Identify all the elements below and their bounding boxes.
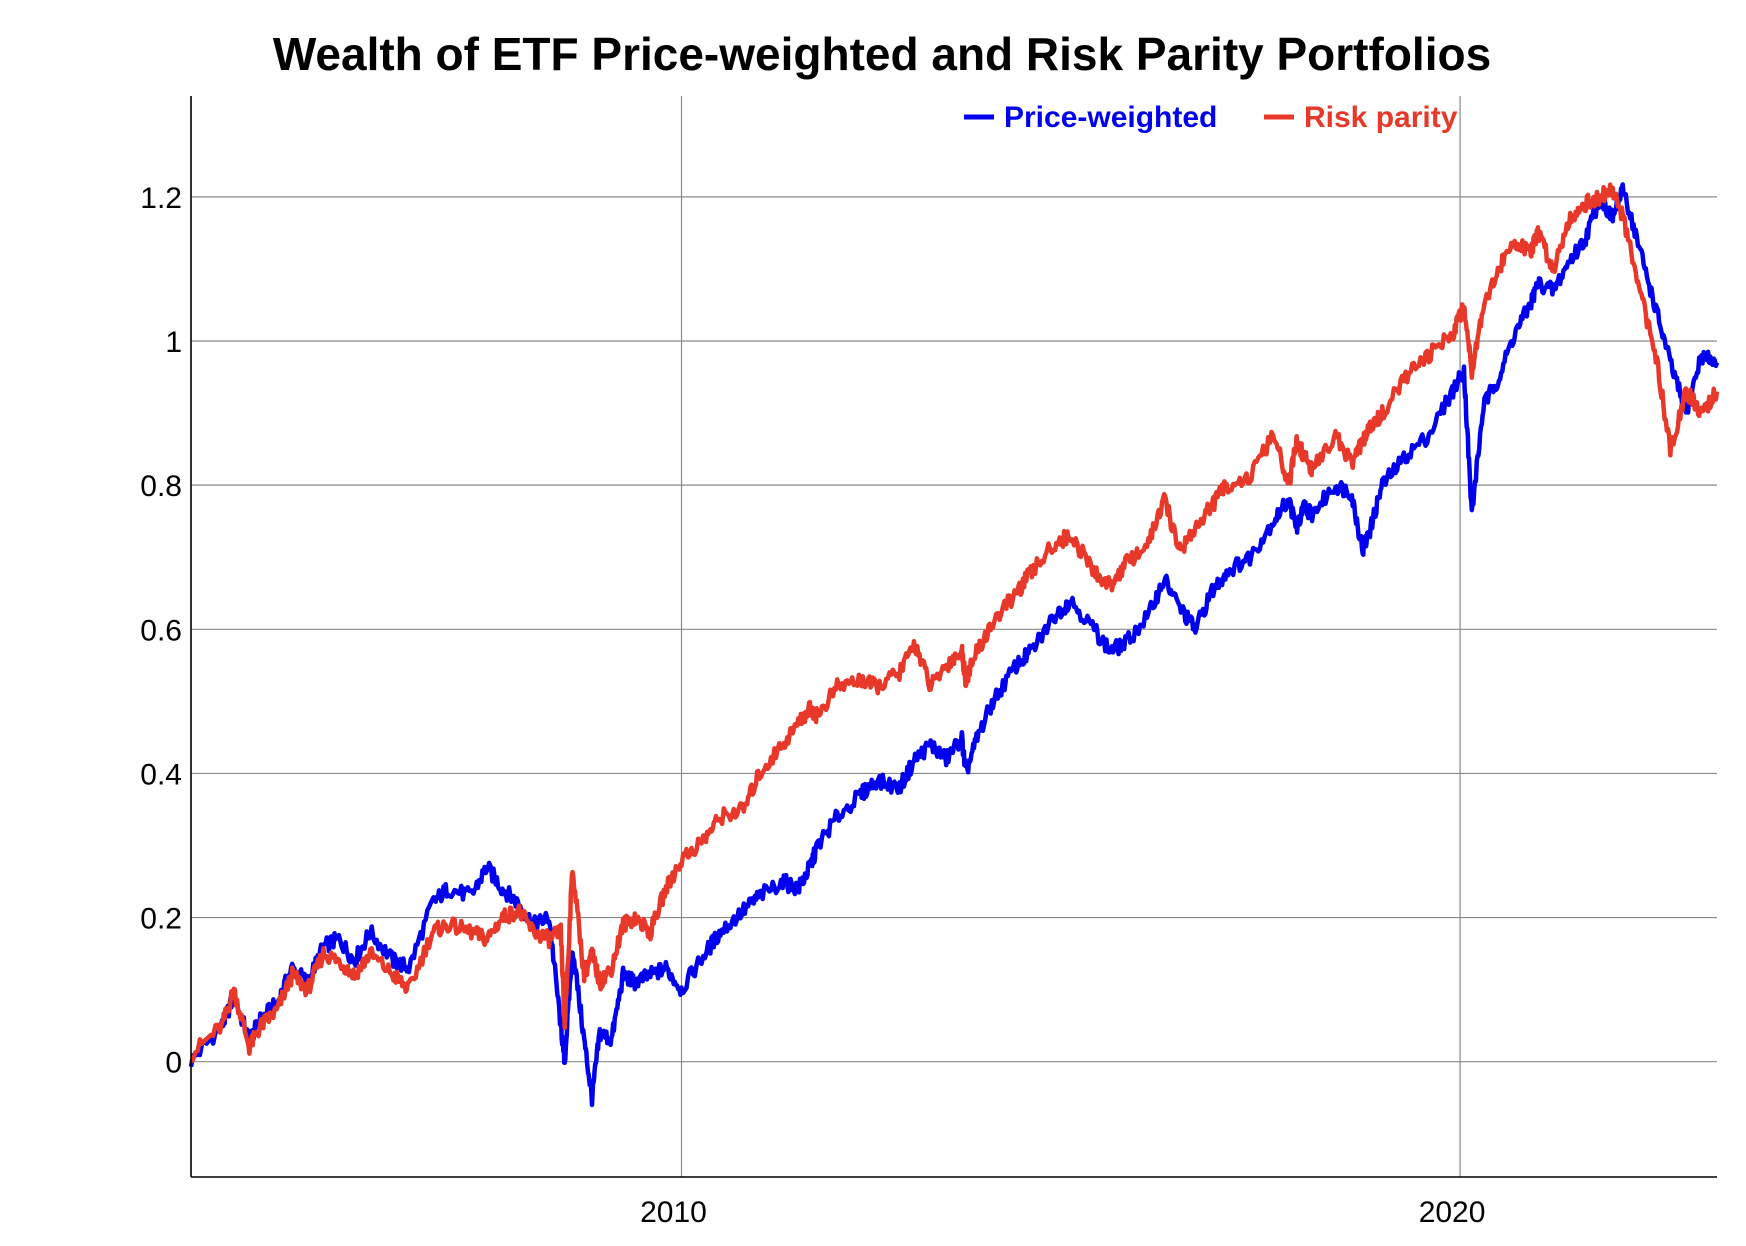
y-tick-label: 0.6	[140, 614, 182, 647]
legend-label-price-weighted: Price-weighted	[1004, 101, 1217, 134]
series-layer	[188, 182, 1720, 1108]
legend[interactable]: Price-weighted Risk parity	[964, 101, 1458, 134]
y-tick-label: 0.8	[140, 470, 182, 503]
y-tick-label: 0.2	[140, 903, 182, 936]
chart-title: Wealth of ETF Price-weighted and Risk Pa…	[273, 28, 1491, 80]
grid-layer	[191, 96, 1717, 1177]
x-tick-label: 2020	[1419, 1196, 1486, 1229]
series-line-price-weighted	[188, 182, 1720, 1108]
axis-layer	[190, 96, 1717, 1178]
legend-label-risk-parity: Risk parity	[1304, 101, 1458, 134]
series-line-risk-parity	[189, 182, 1720, 1064]
y-tick-label: 0.4	[140, 758, 182, 791]
x-tick-label: 2010	[640, 1196, 707, 1229]
y-tick-label: 0	[165, 1047, 182, 1080]
y-tick-label: 1	[165, 326, 182, 359]
y-tick-label: 1.2	[140, 182, 182, 215]
tick-labels: 0 0.2 0.4 0.6 0.8 1 1.2 2010 2020	[140, 182, 1485, 1229]
